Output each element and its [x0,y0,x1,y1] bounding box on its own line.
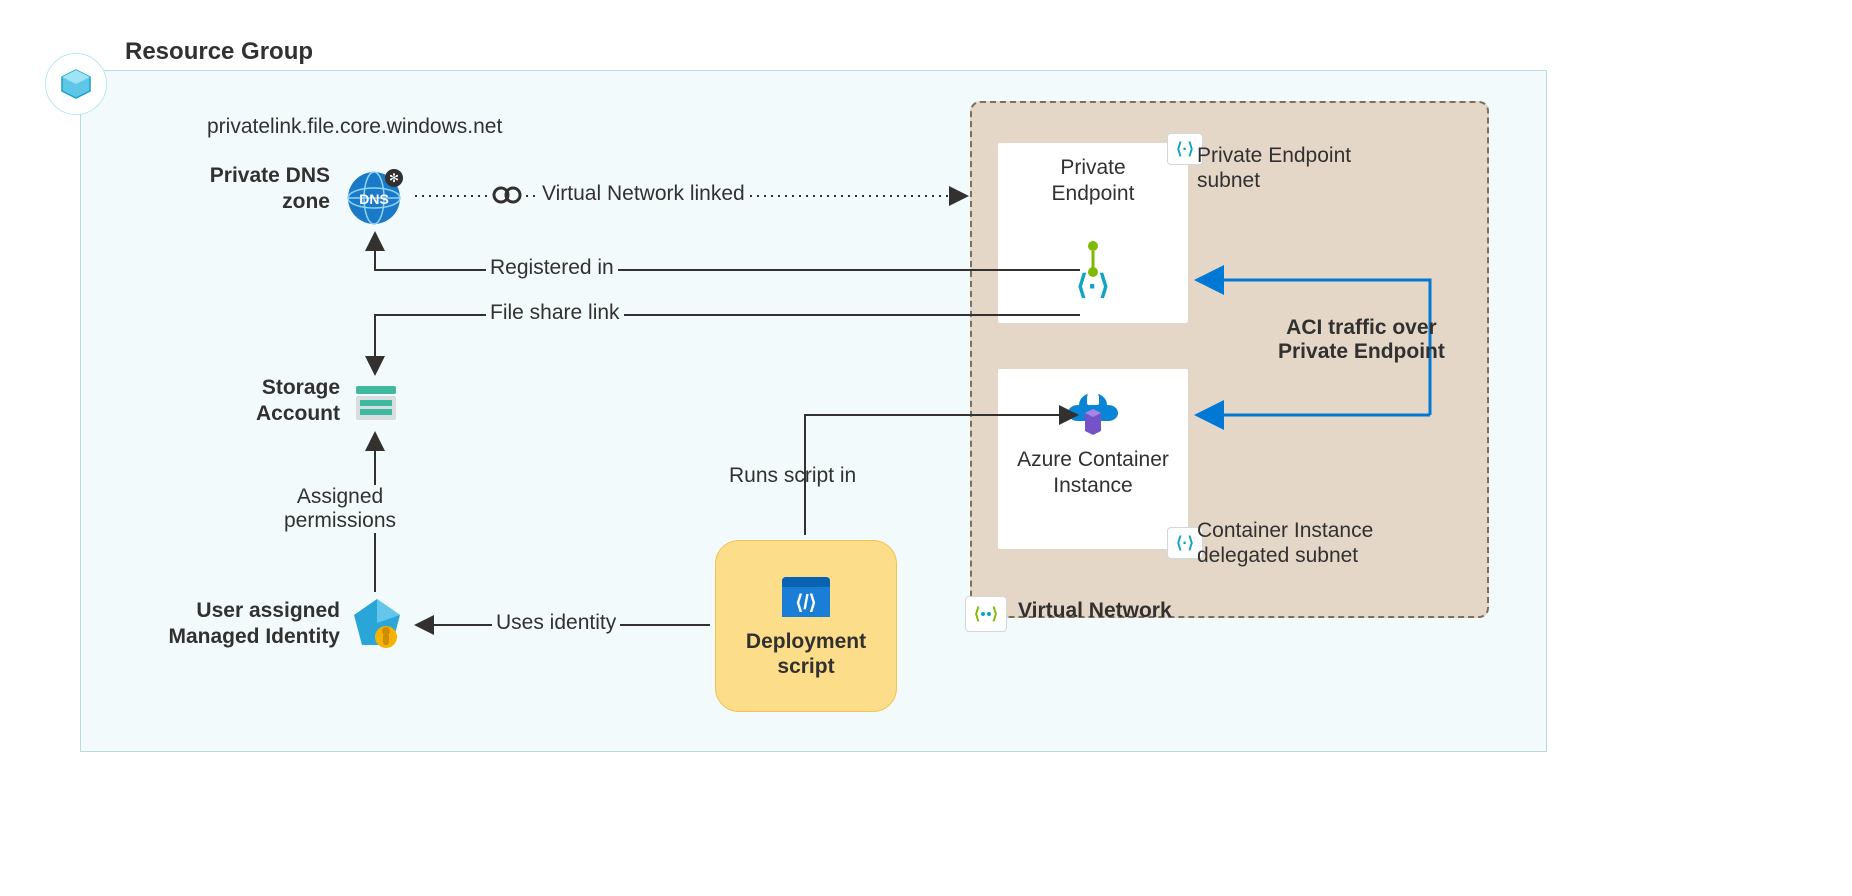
pe-subnet-label: Private Endpoint subnet [1197,143,1351,193]
resource-group-title: Resource Group [125,38,313,66]
container-instance-label: Azure Container Instance [998,447,1188,500]
dns-domain-label: privatelink.file.core.windows.net [207,115,502,139]
storage-label: Storage Account [215,375,340,428]
svg-text:✻: ✻ [389,171,399,185]
vnet-icon: ⟨ ⟩ [965,596,1007,632]
edge-runs-script: Runs script in [725,464,860,488]
diagram-canvas: Resource Group Private Endpoint ⟨·⟩ ⟨·⟩ [20,20,1570,780]
script-icon: ⟨/⟩ [778,573,834,621]
svg-text:⟨: ⟨ [974,606,980,623]
identity-label: User assigned Managed Identity [110,598,340,651]
storage-icon [352,378,400,426]
svg-text:⟨·⟩: ⟨·⟩ [1176,141,1194,158]
aci-subnet-label: Container Instance delegated subnet [1197,518,1373,568]
svg-text:DNS: DNS [359,191,389,207]
private-endpoint-label: Private Endpoint [998,155,1188,208]
private-endpoint-subnet-box: Private Endpoint ⟨·⟩ ⟨·⟩ [998,143,1188,323]
svg-text:⟩: ⟩ [992,606,998,623]
container-instance-icon [998,383,1188,439]
edge-vnet-linked: Virtual Network linked [538,182,749,206]
dns-label: Private DNS zone [160,163,330,216]
link-icon [490,184,524,206]
container-instance-subnet-box: Azure Container Instance ⟨·⟩ [998,369,1188,549]
edge-assigned: Assigned permissions [280,485,400,533]
svg-text:⟨·⟩: ⟨·⟩ [1176,535,1194,552]
edge-registered: Registered in [486,256,618,280]
dns-icon: DNS ✻ [342,166,406,230]
edge-aci-traffic: ACI traffic over Private Endpoint [1278,316,1445,364]
deploy-label: Deployment script [746,629,866,679]
svg-text:⟨·⟩: ⟨·⟩ [1076,270,1109,298]
private-endpoint-icon: ⟨·⟩ [998,238,1188,298]
resource-group-icon [45,53,107,115]
svg-text:⟨/⟩: ⟨/⟩ [795,592,816,614]
vnet-label: Virtual Network [1018,599,1172,623]
edge-uses-identity: Uses identity [492,611,620,635]
managed-identity-icon [350,597,404,653]
deployment-script-box: ⟨/⟩ Deployment script [715,540,897,712]
edge-fileshare: File share link [486,301,624,325]
